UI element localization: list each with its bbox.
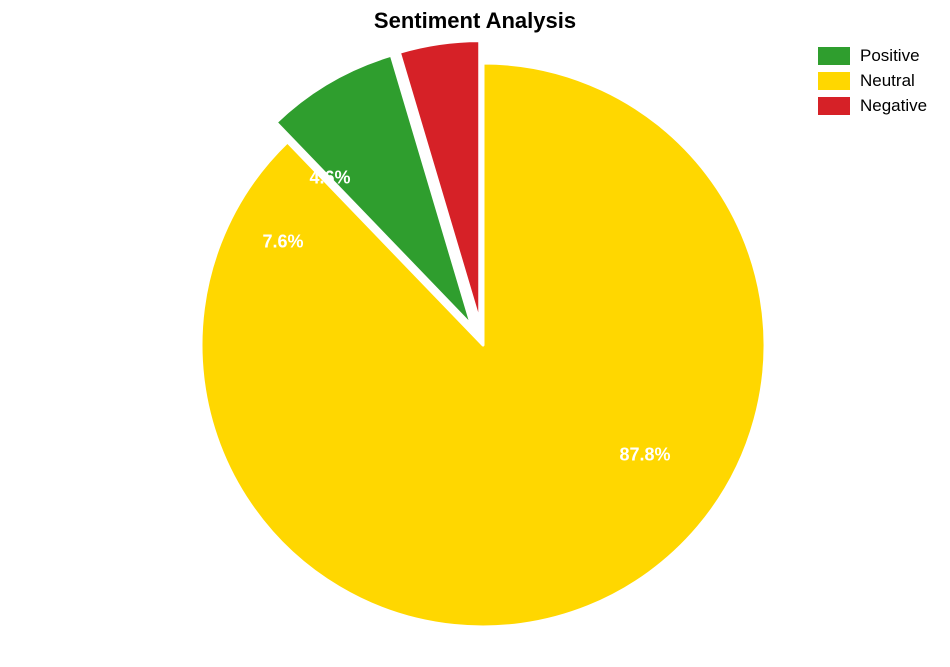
legend-item-negative: Negative [818,96,927,116]
pie-chart [0,0,950,667]
legend-label-negative: Negative [860,96,927,116]
legend-label-positive: Positive [860,46,920,66]
legend: Positive Neutral Negative [818,46,927,121]
legend-swatch-neutral [818,72,850,90]
pie-svg [0,0,950,662]
legend-label-neutral: Neutral [860,71,915,91]
pie-slice-neutral [201,63,765,627]
legend-swatch-positive [818,47,850,65]
slice-label-positive: 7.6% [262,232,303,253]
legend-swatch-negative [818,97,850,115]
legend-item-positive: Positive [818,46,927,66]
slice-label-negative: 4.6% [309,168,350,189]
slice-label-neutral: 87.8% [619,445,670,466]
legend-item-neutral: Neutral [818,71,927,91]
